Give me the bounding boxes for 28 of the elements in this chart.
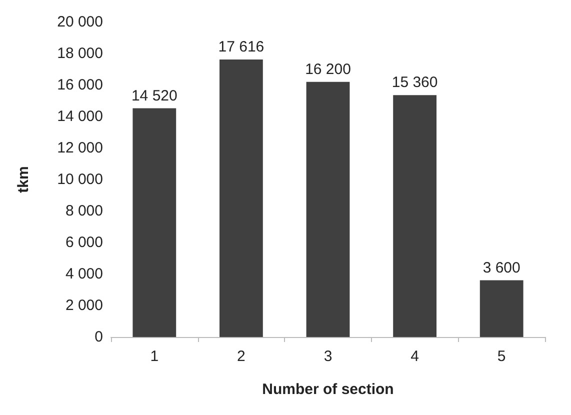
data-label: 16 200 xyxy=(305,60,351,78)
data-label: 3 600 xyxy=(482,259,520,276)
y-tick-label: 2 000 xyxy=(65,297,103,314)
bar xyxy=(306,82,350,337)
y-tick-label: 10 000 xyxy=(57,171,103,188)
bar xyxy=(220,60,263,337)
y-tick-label: 16 000 xyxy=(57,76,103,94)
x-axis-title: Number of section xyxy=(262,381,394,398)
data-label: 14 520 xyxy=(131,87,178,104)
y-tick-label: 12 000 xyxy=(57,140,103,156)
bar xyxy=(132,108,176,337)
y-tick-label: 20 000 xyxy=(57,14,103,30)
y-tick-label: 18 000 xyxy=(57,45,103,62)
data-label: 15 360 xyxy=(392,74,438,92)
y-tick-label: 14 000 xyxy=(57,108,103,125)
y-tick-label: 0 xyxy=(94,328,103,346)
y-tick-label: 8 000 xyxy=(65,202,103,220)
y-tick-label: 6 000 xyxy=(65,234,103,251)
bar xyxy=(393,95,436,337)
bar xyxy=(480,280,524,337)
x-tick-label: 1 xyxy=(150,348,159,365)
x-tick-label: 4 xyxy=(410,348,419,365)
x-tick-label: 3 xyxy=(324,348,332,365)
x-tick-label: 5 xyxy=(497,348,506,365)
y-tick-label: 4 000 xyxy=(65,266,103,282)
y-axis-title: tkm xyxy=(15,166,32,193)
data-label: 17 616 xyxy=(218,38,264,56)
x-tick-label: 2 xyxy=(237,348,246,365)
